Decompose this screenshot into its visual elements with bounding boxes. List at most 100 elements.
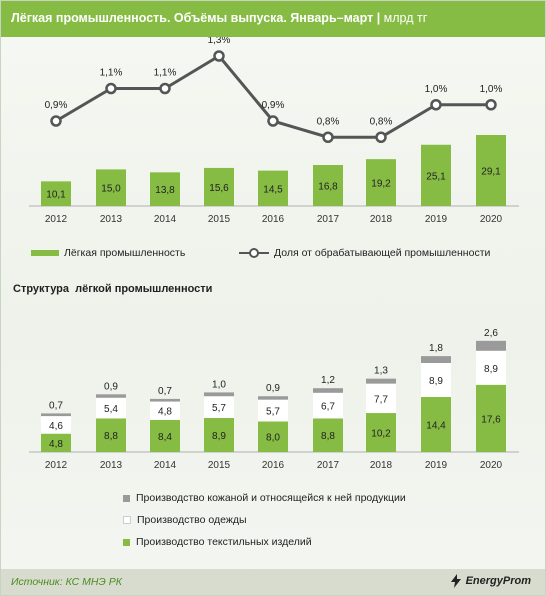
x-tick-label-2020: 2020 <box>480 214 503 225</box>
stack-label-leather-2019: 1,8 <box>429 343 443 354</box>
structure-chart-title: Структура лёгкой промышленности <box>13 283 213 295</box>
share-label-2012: 0,9% <box>45 100 68 111</box>
stack-segment-clothing-2018 <box>366 383 396 414</box>
legend-swatch-white <box>123 516 131 524</box>
stack-label-textile-2016: 8,0 <box>266 433 280 444</box>
share-label-2014: 1,1% <box>154 68 177 79</box>
share-point-2012 <box>50 115 62 127</box>
bar-2020 <box>476 134 506 206</box>
x-tick-label-2016: 2016 <box>262 214 285 225</box>
volume-legend: Лёгкая промышленность Доля от обрабатыва… <box>31 247 531 263</box>
legend-label-leather: Производство кожаной и относящейся к ней… <box>136 492 406 504</box>
source-note: Источник: КС МНЭ РК <box>11 576 122 588</box>
legend-label-textile: Производство текстильных изделий <box>136 536 312 548</box>
legend-item-line: Доля от обрабатывающей промышленности <box>239 247 490 259</box>
stack-label-clothing-2012: 4,6 <box>49 421 63 432</box>
stack-segment-clothing-2015 <box>204 396 234 419</box>
stack-segment-clothing-2017 <box>313 392 343 419</box>
title-separator: | <box>376 11 384 25</box>
stack-segment-leather-2016 <box>258 396 288 400</box>
stack-label-textile-2018: 10,2 <box>371 429 391 440</box>
x-tick-label-2018: 2018 <box>370 214 393 225</box>
share-label-2013: 1,1% <box>100 68 123 79</box>
bar-value-label-2020: 29,1 <box>481 166 501 177</box>
share-point-2014 <box>159 82 171 95</box>
share-point-2020 <box>485 99 497 111</box>
stack-label-textile-2013: 8,8 <box>104 431 118 442</box>
legend-swatch-line-marker <box>239 248 269 258</box>
stack-label-textile-2015: 8,9 <box>212 431 226 442</box>
share-label-2019: 1,0% <box>425 84 448 95</box>
legend-item-bars: Лёгкая промышленность <box>31 247 185 259</box>
bar-value-label-2018: 19,2 <box>371 179 391 190</box>
legend-swatch-gray <box>123 494 130 502</box>
bar-value-label-2019: 25,1 <box>426 171 446 182</box>
stack-label-leather-2013: 0,9 <box>104 381 118 392</box>
legend-item-textile: Производство текстильных изделий <box>123 536 312 548</box>
structure-chart: 4,8 4,6 0,7 2012 8,8 5,4 0,9 2013 8,4 4,8 0,7 2014 8… <box>29 328 519 471</box>
bar-2012 <box>41 181 71 206</box>
x-tick-label-2012: 2012 <box>45 214 68 225</box>
stack-label-leather-2017: 1,2 <box>321 375 335 386</box>
legend-swatch-green-bar <box>31 250 59 256</box>
brand-logo: EnergyProm <box>449 574 531 588</box>
stack-label-textile-2019: 14,4 <box>426 420 446 431</box>
stack-segment-clothing-2014 <box>150 401 180 420</box>
stack-segment-textile-2017 <box>313 418 343 452</box>
stack-segment-leather-2020 <box>476 340 506 351</box>
volume-chart: 10,1 2012 15,0 2013 13,8 2014 15,6 2015 14,5 2016… <box>29 37 519 225</box>
brand-bolt-icon <box>450 574 461 588</box>
stack-segment-leather-2013 <box>96 394 126 398</box>
stack-label-clothing-2014: 4,8 <box>158 407 172 418</box>
stack-segment-leather-2017 <box>313 388 343 393</box>
stack-label-clothing-2015: 5,7 <box>212 403 226 414</box>
x-tick-label-structure-2016: 2016 <box>262 460 285 471</box>
bar-value-label-2014: 13,8 <box>155 185 175 196</box>
stack-label-clothing-2017: 6,7 <box>321 402 335 413</box>
stack-segment-clothing-2019 <box>421 362 451 397</box>
x-tick-label-structure-2019: 2019 <box>425 460 448 471</box>
stack-segment-clothing-2016 <box>258 399 288 422</box>
bar-2016 <box>258 170 288 206</box>
footer-bar: Источник: КС МНЭ РК EnergyProm <box>1 569 545 595</box>
share-label-2015: 1,3% <box>208 37 231 46</box>
x-tick-label-2017: 2017 <box>317 214 340 225</box>
stack-segment-leather-2012 <box>41 413 71 417</box>
stack-label-clothing-2020: 8,9 <box>484 364 498 375</box>
share-point-2019 <box>430 99 442 111</box>
bar-value-label-2015: 15,6 <box>209 183 229 194</box>
x-tick-label-structure-2013: 2013 <box>100 460 123 471</box>
structure-legend: Производство кожаной и относящейся к ней… <box>123 492 523 552</box>
chart-title: Лёгкая промышленность. Объёмы выпуска. Я… <box>11 11 427 25</box>
x-tick-label-structure-2020: 2020 <box>480 460 503 471</box>
stack-segment-textile-2019 <box>421 396 451 452</box>
stack-segment-clothing-2013 <box>96 397 126 419</box>
stack-segment-textile-2012 <box>41 433 71 452</box>
legend-label-bars: Лёгкая промышленность <box>64 247 186 259</box>
share-label-2018: 0,8% <box>370 116 393 127</box>
x-tick-label-structure-2017: 2017 <box>317 460 340 471</box>
bar-2013 <box>96 169 126 206</box>
stack-segment-leather-2015 <box>204 392 234 397</box>
share-point-2015 <box>213 50 225 62</box>
legend-label-clothing: Производство одежды <box>137 514 247 526</box>
stack-label-leather-2012: 0,7 <box>49 400 63 411</box>
stack-label-leather-2016: 0,9 <box>266 383 280 394</box>
stack-label-textile-2017: 8,8 <box>321 431 335 442</box>
bar-value-label-2016: 14,5 <box>263 184 283 195</box>
x-tick-label-2015: 2015 <box>208 214 231 225</box>
bar-2017 <box>313 165 343 206</box>
stack-label-clothing-2019: 8,9 <box>429 376 443 387</box>
share-label-2017: 0,8% <box>317 116 340 127</box>
legend-label-line: Доля от обрабатывающей промышленности <box>274 247 491 259</box>
x-tick-label-structure-2015: 2015 <box>208 460 231 471</box>
x-tick-label-2013: 2013 <box>100 214 123 225</box>
share-label-2020: 1,0% <box>480 84 503 95</box>
stack-segment-leather-2019 <box>421 356 451 363</box>
brand-name: EnergyProm <box>465 575 531 587</box>
legend-item-leather: Производство кожаной и относящейся к ней… <box>123 492 406 504</box>
stack-label-clothing-2018: 7,7 <box>374 394 388 405</box>
stack-label-textile-2020: 17,6 <box>481 414 501 425</box>
bar-value-label-2012: 10,1 <box>46 190 66 201</box>
stack-label-clothing-2016: 5,7 <box>266 407 280 418</box>
